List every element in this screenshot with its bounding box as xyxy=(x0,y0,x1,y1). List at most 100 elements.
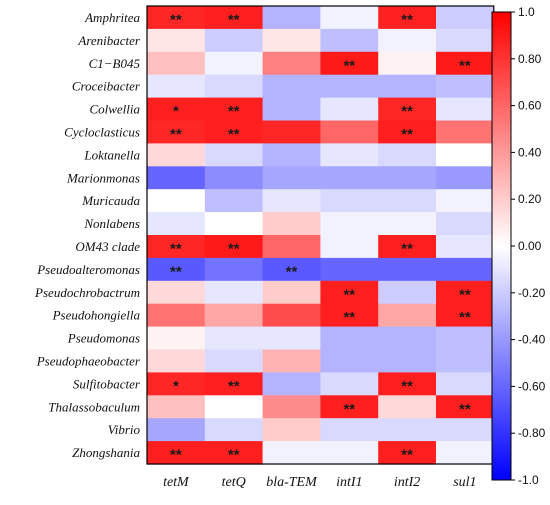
colorbar-tick-label: 1.0 xyxy=(518,5,535,19)
heatmap-cell xyxy=(147,395,206,419)
heatmap-cell xyxy=(262,235,321,259)
heatmap-cell xyxy=(262,395,321,419)
heatmap-cell xyxy=(436,166,495,190)
heatmap-cell xyxy=(378,418,437,442)
row-label: Arenibacter xyxy=(77,33,141,48)
heatmap-cell xyxy=(378,120,437,144)
colorbar-tick-label: -0.80 xyxy=(518,426,546,440)
row-label: Pseudochrobactrum xyxy=(34,285,140,300)
heatmap-cell xyxy=(147,280,206,305)
heatmap-cell xyxy=(378,303,437,328)
heatmap-cell xyxy=(436,280,495,305)
heatmap-cell xyxy=(378,257,437,282)
heatmap-cell xyxy=(262,418,321,442)
heatmap-cell xyxy=(378,235,437,259)
heatmap-cell xyxy=(378,326,437,351)
heatmap-cell xyxy=(204,349,264,373)
significance-marker: ** xyxy=(170,263,182,280)
row-label: Croceibacter xyxy=(72,79,141,94)
row-label: Colwellia xyxy=(89,102,140,117)
heatmap-cell xyxy=(378,212,437,236)
row-label: OM43 clade xyxy=(75,239,140,254)
significance-marker: ** xyxy=(343,57,355,74)
heatmap-cell xyxy=(436,97,495,122)
heatmap-cell xyxy=(147,441,206,465)
colorbar-tick-label: 0.20 xyxy=(518,192,542,206)
heatmap-cell xyxy=(320,372,379,396)
heatmap-cell xyxy=(204,74,264,99)
significance-marker: ** xyxy=(401,378,413,395)
heatmap-cell xyxy=(204,303,264,328)
heatmap-cell xyxy=(262,349,321,373)
significance-marker: ** xyxy=(459,286,471,303)
heatmap-cell xyxy=(320,349,379,373)
row-label: Amphritea xyxy=(84,10,140,25)
column-label: tetQ xyxy=(222,475,246,490)
heatmap-cell xyxy=(436,349,495,373)
heatmap-cell xyxy=(320,441,379,465)
colorbar-ticks: 1.0 0.80 0.60 0.40 0.20 0.00 -0.20 -0.40 -0.60 -0… xyxy=(511,5,546,487)
heatmap-cell xyxy=(147,143,206,167)
colorbar-tick-label: 0.60 xyxy=(518,99,542,113)
heatmap-cell xyxy=(378,349,437,373)
heatmap-cell xyxy=(204,441,264,465)
row-label: Thalassobaculum xyxy=(48,399,140,414)
heatmap-cell xyxy=(320,97,379,122)
column-label: intI2 xyxy=(394,475,420,490)
heatmap-cell xyxy=(262,189,321,213)
column-label: sul1 xyxy=(453,475,476,490)
heatmap-cell xyxy=(204,280,264,305)
heatmap-cell xyxy=(436,189,495,213)
significance-marker: ** xyxy=(401,103,413,120)
heatmap-cell xyxy=(204,257,264,282)
heatmap-cell xyxy=(262,166,321,190)
heatmap-cell xyxy=(204,418,264,442)
row-label: Pseudoalteromonas xyxy=(36,262,140,277)
significance-marker: ** xyxy=(228,447,240,464)
row-label: Muricauda xyxy=(81,193,140,208)
significance-marker: ** xyxy=(228,11,240,28)
heatmap-cell xyxy=(378,51,437,76)
significance-marker: ** xyxy=(459,57,471,74)
colorbar-tick-label: 0.80 xyxy=(518,52,542,66)
heatmap-cell xyxy=(204,97,264,122)
heatmap-cell xyxy=(147,418,206,442)
heatmap-cell xyxy=(378,143,437,167)
heatmap-cell xyxy=(204,235,264,259)
heatmap-cell xyxy=(436,120,495,144)
column-labels: tetM tetQ bla-TEM intI1 intI2 sul1 xyxy=(163,475,477,490)
heatmap-cell xyxy=(436,326,495,351)
heatmap-cell xyxy=(378,280,437,305)
row-label: Pseudophaeobacter xyxy=(36,353,141,368)
heatmap-cell xyxy=(147,189,206,213)
heatmap-cell xyxy=(436,418,495,442)
heatmap-cell xyxy=(147,74,206,99)
column-label: intI1 xyxy=(336,475,362,490)
heatmap-cell xyxy=(436,257,495,282)
heatmap-cell xyxy=(320,303,379,328)
heatmap-cells xyxy=(147,6,495,465)
significance-marker: ** xyxy=(170,126,182,143)
heatmap-cell xyxy=(378,28,437,53)
heatmap-cell xyxy=(320,326,379,351)
heatmap-cell xyxy=(204,166,264,190)
significance-marker: ** xyxy=(170,11,182,28)
heatmap-cell xyxy=(147,326,206,351)
row-label: Pseudohongiella xyxy=(52,308,141,323)
heatmap-cell xyxy=(262,74,321,99)
heatmap-cell xyxy=(204,120,264,144)
significance-marker: ** xyxy=(459,401,471,418)
row-label: Zhongshania xyxy=(72,445,140,460)
significance-marker: ** xyxy=(401,126,413,143)
heatmap-cell xyxy=(262,303,321,328)
heatmap-cell xyxy=(378,6,437,30)
row-label: C1−B045 xyxy=(89,56,141,71)
heatmap-cell xyxy=(378,97,437,122)
colorbar-tick-label: -1.0 xyxy=(518,473,539,487)
heatmap-cell xyxy=(147,372,206,396)
heatmap-cell xyxy=(378,395,437,419)
heatmap-cell xyxy=(436,28,495,53)
significance-marker: ** xyxy=(343,309,355,326)
heatmap-cell xyxy=(262,28,321,53)
